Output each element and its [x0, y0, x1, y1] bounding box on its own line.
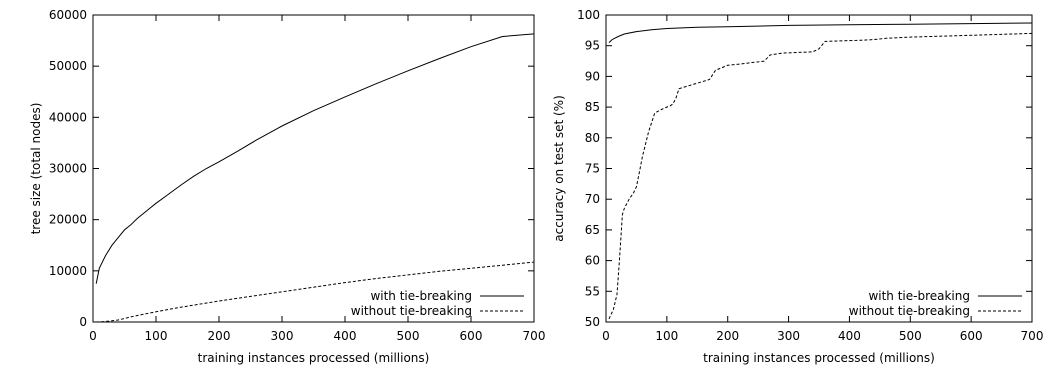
x-tick-label: 400	[334, 329, 357, 343]
y-axis-title: accuracy on test set (%)	[552, 95, 566, 242]
x-tick-label: 500	[397, 329, 420, 343]
y-tick-label: 85	[585, 100, 600, 114]
y-tick-label: 20000	[49, 213, 87, 227]
y-tick-label: 50000	[49, 59, 87, 73]
x-tick-label: 500	[899, 329, 922, 343]
legend-label: without tie-breaking	[351, 304, 472, 318]
y-tick-label: 0	[79, 315, 87, 329]
series-line-without-tie-breaking	[608, 32, 1033, 320]
y-tick-label: 40000	[49, 110, 87, 124]
x-axis-title: training instances processed (millions)	[703, 351, 935, 365]
y-tick-label: 100	[577, 8, 600, 22]
y-tick-label: 65	[585, 223, 600, 237]
legend-label: without tie-breaking	[849, 304, 970, 318]
x-tick-label: 100	[655, 329, 678, 343]
chart-panel-1: 0 100 200 300 400 500 600 700 0 10000 20000 30000 40…	[29, 8, 545, 365]
legend-label: with tie-breaking	[370, 289, 472, 303]
x-tick-label: 700	[1021, 329, 1044, 343]
x-tick-label: 400	[838, 329, 861, 343]
y-tick-label: 90	[585, 69, 600, 83]
chart-panel-2: 0 100 200 300 400 500 600 700 50 55 60 65 70 75 80 85 90…	[552, 8, 1043, 365]
y-tick-label: 80	[585, 131, 600, 145]
x-tick-label: 300	[777, 329, 800, 343]
series-line-without-tie-breaking	[96, 261, 535, 323]
y-tick-label: 75	[585, 162, 600, 176]
x-tick-label: 200	[208, 329, 231, 343]
x-tick-label: 0	[602, 329, 610, 343]
x-tick-label: 700	[523, 329, 546, 343]
y-tick-label: 30000	[49, 162, 87, 176]
legend-label: with tie-breaking	[868, 289, 970, 303]
plot-frame	[605, 14, 1033, 323]
y-tick-label: 10000	[49, 264, 87, 278]
x-axis-title: training instances processed (millions)	[198, 351, 430, 365]
series-line-with-tie-breaking	[608, 22, 1033, 43]
y-tick-label: 95	[585, 39, 600, 53]
x-tick-label: 600	[460, 329, 483, 343]
y-tick-label: 70	[585, 192, 600, 206]
series-line-with-tie-breaking	[95, 33, 535, 284]
y-tick-label: 60000	[49, 8, 87, 22]
y-tick-label: 60	[585, 254, 600, 268]
x-tick-label: 100	[145, 329, 168, 343]
x-tick-label: 200	[716, 329, 739, 343]
plot-frame	[92, 14, 535, 323]
x-tick-label: 300	[271, 329, 294, 343]
x-tick-label: 600	[960, 329, 983, 343]
y-tick-label: 50	[585, 315, 600, 329]
x-tick-label: 0	[89, 329, 97, 343]
y-tick-label: 55	[585, 284, 600, 298]
y-axis-title: tree size (total nodes)	[29, 103, 43, 235]
